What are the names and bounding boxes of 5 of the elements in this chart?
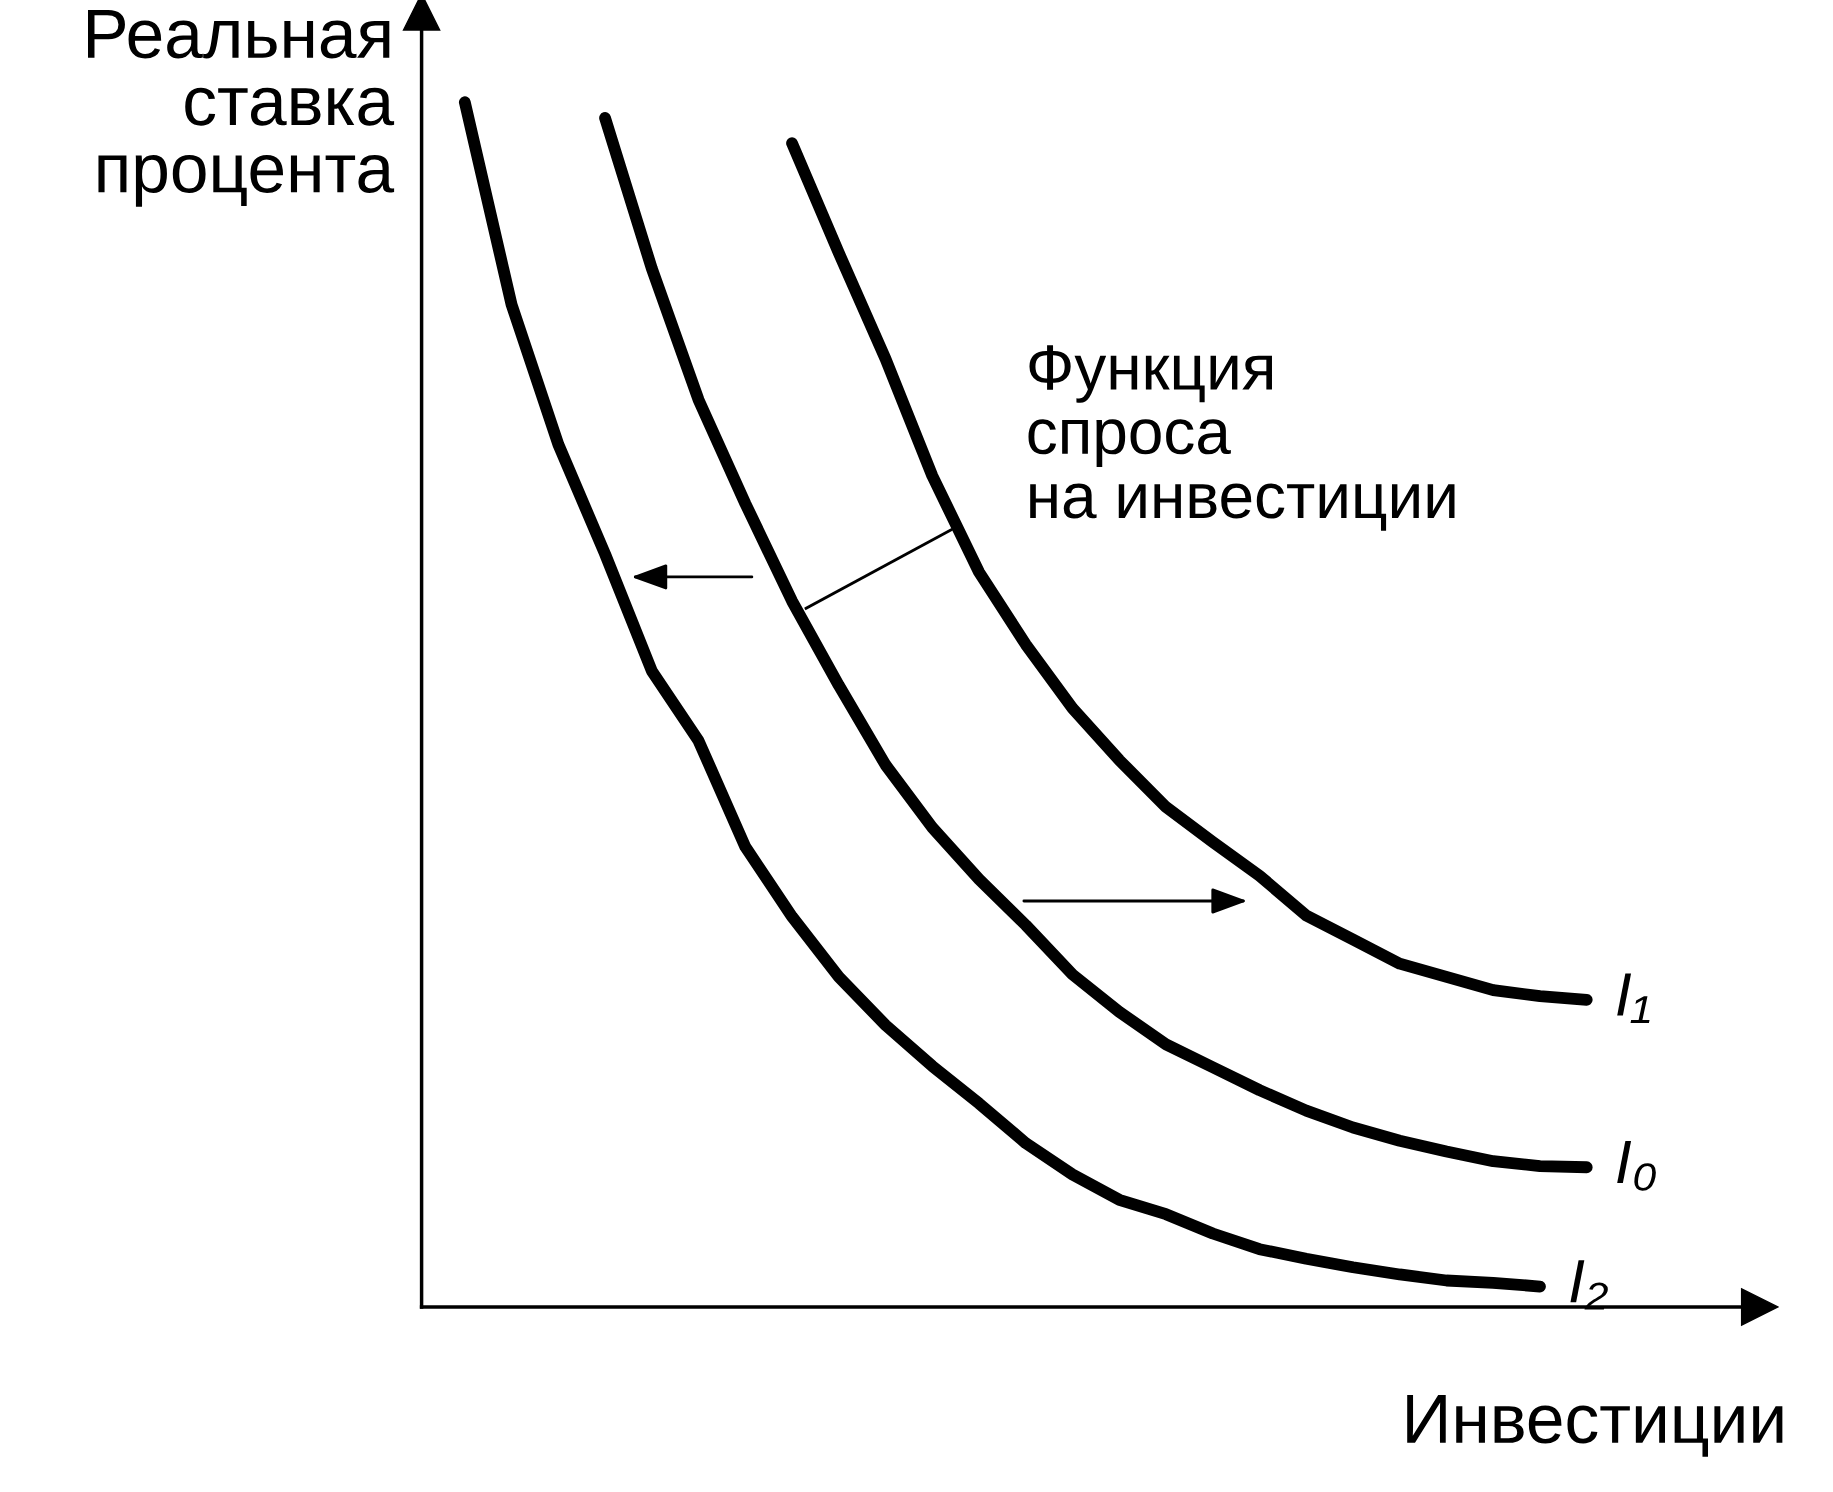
- series-label: I₀: [1617, 1141, 1656, 1191]
- annotation: Функция спроса на инвестиции: [1028, 345, 1455, 531]
- x-axis-title: Инвестиции: [1407, 1395, 1783, 1457]
- series-label: I₁: [1617, 973, 1650, 1023]
- y-axis-title: Реальная ставка процента: [88, 10, 395, 207]
